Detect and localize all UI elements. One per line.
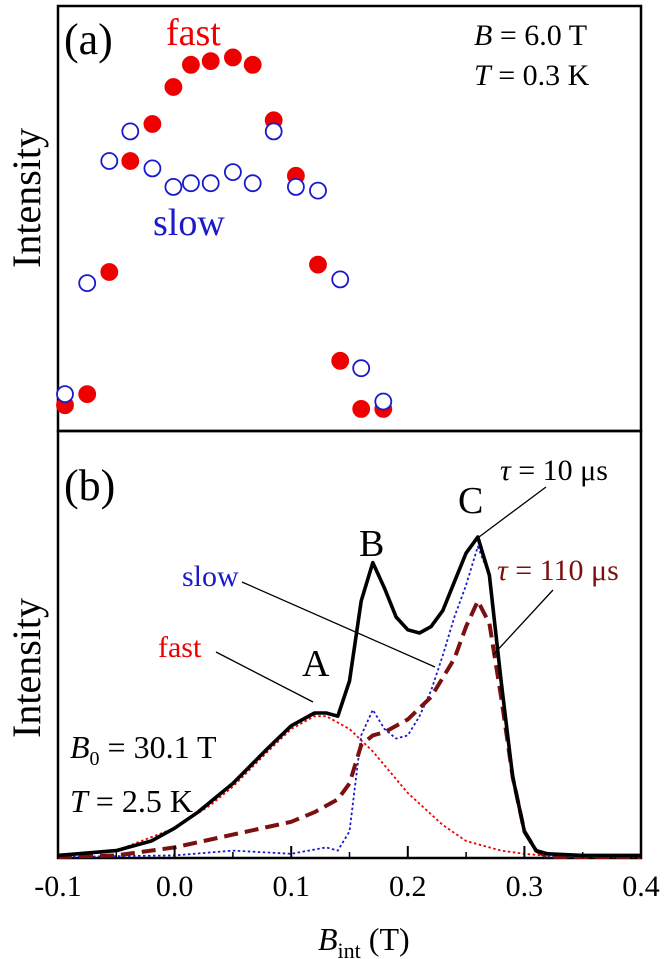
panel-a-points bbox=[56, 48, 393, 418]
tau-110-leader bbox=[492, 589, 554, 656]
scatter-point-slow bbox=[164, 177, 183, 196]
tau-10-label: τ = 10 μs bbox=[500, 454, 608, 487]
scatter-point-fast bbox=[243, 55, 262, 74]
x-axis-label: Bint (T) bbox=[318, 921, 410, 959]
x-tick-label: 0.0 bbox=[156, 870, 194, 903]
panel-b-ylabel: Intensity bbox=[4, 598, 49, 738]
panel-b-field-annotation: B0 = 30.1 T bbox=[70, 729, 217, 770]
scatter-point-slow bbox=[143, 159, 162, 178]
panel-b-fast-label: fast bbox=[158, 631, 202, 664]
peak-label-b: B bbox=[359, 523, 384, 565]
panel-b-slow-label: slow bbox=[182, 560, 239, 593]
scatter-point-fast bbox=[352, 399, 371, 418]
peak-label-c: C bbox=[458, 480, 483, 522]
tau-110-label: τ = 110 μs bbox=[497, 554, 619, 587]
scatter-point-slow bbox=[352, 359, 371, 378]
scatter-point-slow bbox=[100, 152, 119, 170]
scatter-point-fast bbox=[331, 351, 350, 370]
x-tick-label: 0.3 bbox=[506, 870, 544, 903]
scatter-point-fast bbox=[143, 115, 162, 133]
peak-label-a: A bbox=[302, 643, 330, 685]
panel-a-label: (a) bbox=[64, 15, 113, 64]
x-tick-label: 0.4 bbox=[622, 870, 660, 903]
slow-leader bbox=[241, 581, 436, 668]
scatter-point-slow bbox=[309, 181, 327, 200]
series-line-solid bbox=[57, 535, 641, 858]
scatter-point-fast bbox=[309, 255, 327, 274]
scatter-point-slow bbox=[78, 274, 97, 293]
scatter-point-fast bbox=[121, 152, 140, 170]
scatter-point-fast bbox=[78, 385, 97, 404]
scatter-point-fast bbox=[181, 55, 200, 74]
scatter-point-fast bbox=[201, 52, 220, 70]
x-tick-label: 0.1 bbox=[272, 870, 310, 903]
x-tick-label: -0.1 bbox=[34, 870, 82, 903]
scatter-point-slow bbox=[223, 163, 242, 182]
scatter-point-slow bbox=[331, 270, 350, 289]
panel-a-ylabel: Intensity bbox=[4, 128, 49, 268]
x-tick-label: 0.2 bbox=[389, 870, 427, 903]
panel-a-field-annotation: B = 6.0 T bbox=[474, 19, 587, 52]
scatter-point-slow bbox=[264, 122, 283, 141]
tau-10-leader bbox=[474, 486, 547, 541]
scatter-point-fast bbox=[164, 78, 183, 96]
scatter-point-slow bbox=[243, 174, 262, 193]
scatter-point-fast bbox=[100, 263, 119, 281]
panel-a-slow-label: slow bbox=[153, 202, 225, 244]
scatter-point-slow bbox=[121, 122, 140, 141]
panel-a-fast-label: fast bbox=[166, 12, 221, 54]
fast-leader bbox=[215, 651, 314, 703]
series-line-dotted bbox=[57, 545, 641, 858]
panel-b-ticks: -0.1 0.0 0.1 0.2 0.3 0.4 bbox=[34, 846, 660, 903]
scatter-point-slow bbox=[374, 392, 393, 411]
panel-a-temp-annotation: T = 0.3 K bbox=[474, 59, 590, 92]
panel-b-label: (b) bbox=[64, 461, 115, 510]
scatter-point-slow bbox=[56, 385, 74, 404]
panel-b-temp-annotation: T = 2.5 K bbox=[70, 783, 193, 819]
scatter-point-slow bbox=[181, 174, 200, 193]
scatter-point-slow bbox=[201, 174, 220, 193]
scatter-point-slow bbox=[286, 177, 305, 196]
scatter-point-fast bbox=[223, 48, 242, 67]
